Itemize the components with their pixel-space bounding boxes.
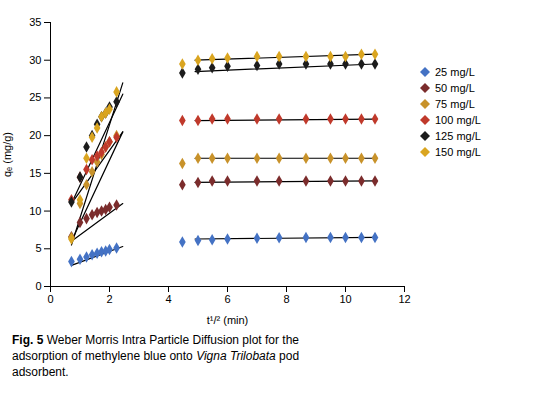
svg-text:35: 35 [29, 16, 41, 28]
html-text:25 mg/L: 25 mg/L [435, 66, 475, 78]
svg-text:20: 20 [29, 129, 41, 141]
svg-text:qₑ (mg/g): qₑ (mg/g) [1, 132, 13, 177]
svg-text:25: 25 [29, 91, 41, 103]
html-text:adsorption of methylene blue o: adsorption of methylene blue onto Vigna … [12, 349, 300, 363]
html-text:50 mg/L: 50 mg/L [435, 82, 475, 94]
html-text:100 mg/L: 100 mg/L [435, 114, 481, 126]
svg-text:12: 12 [398, 293, 410, 305]
html-text:125 mg/L: 125 mg/L [435, 130, 481, 142]
svg-text:5: 5 [35, 242, 41, 254]
svg-text:0: 0 [47, 293, 53, 305]
svg-text:30: 30 [29, 54, 41, 66]
svg-text:t¹/² (min): t¹/² (min) [207, 314, 249, 326]
svg-text:10: 10 [29, 205, 41, 217]
svg-text:2: 2 [106, 293, 112, 305]
svg-text:8: 8 [283, 293, 289, 305]
svg-text:15: 15 [29, 167, 41, 179]
html-text:150 mg/L: 150 mg/L [435, 146, 481, 158]
html-text:Fig. 5 Weber Morris Intra Part: Fig. 5 Weber Morris Intra Particle Diffu… [12, 333, 299, 347]
svg-text:4: 4 [165, 293, 171, 305]
html-text:75 mg/L: 75 mg/L [435, 98, 475, 110]
html-text:adsorbent.: adsorbent. [12, 365, 69, 379]
svg-text:10: 10 [339, 293, 351, 305]
svg-text:0: 0 [35, 280, 41, 292]
svg-text:6: 6 [224, 293, 230, 305]
